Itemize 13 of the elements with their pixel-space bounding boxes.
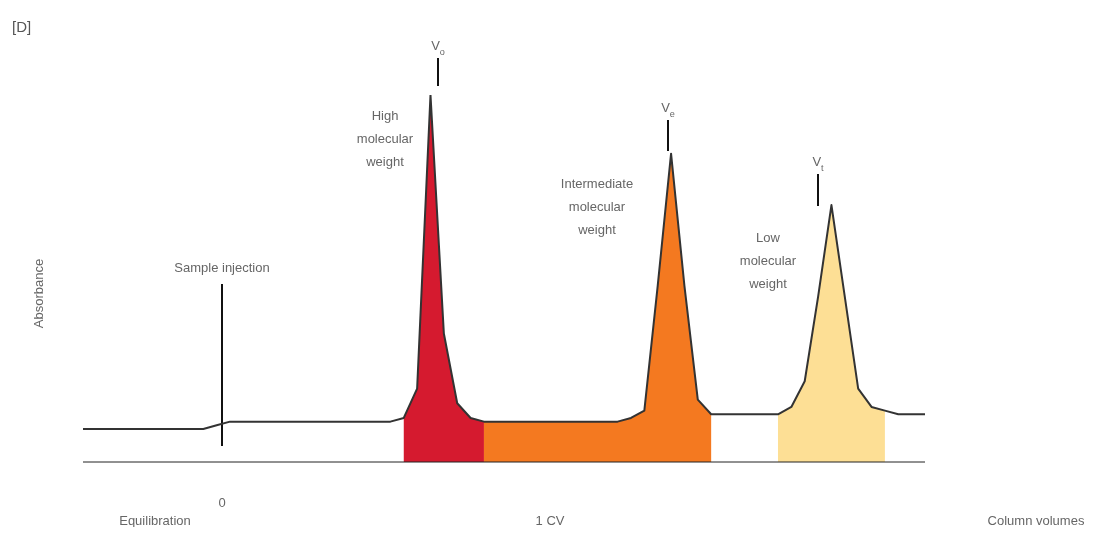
annotation: High molecular weight <box>356 108 414 169</box>
text: Equilibration <box>119 513 191 528</box>
annotation: V$_{t}$ <box>812 154 825 173</box>
annotation: V$_{e}$ <box>661 100 675 119</box>
y-axis-title: Absorbance <box>31 258 46 329</box>
annotation: Sample injection <box>174 260 270 275</box>
text: 1 CV <box>535 513 565 528</box>
text: Column volumes <box>987 513 1085 528</box>
text: 0 <box>218 495 226 510</box>
chart-title: [D] <box>12 18 32 35</box>
annotation: Intermediate molecular weight <box>560 176 634 237</box>
text: V$_{o}$ <box>431 38 445 57</box>
annotation: Low molecular weight <box>739 230 797 291</box>
